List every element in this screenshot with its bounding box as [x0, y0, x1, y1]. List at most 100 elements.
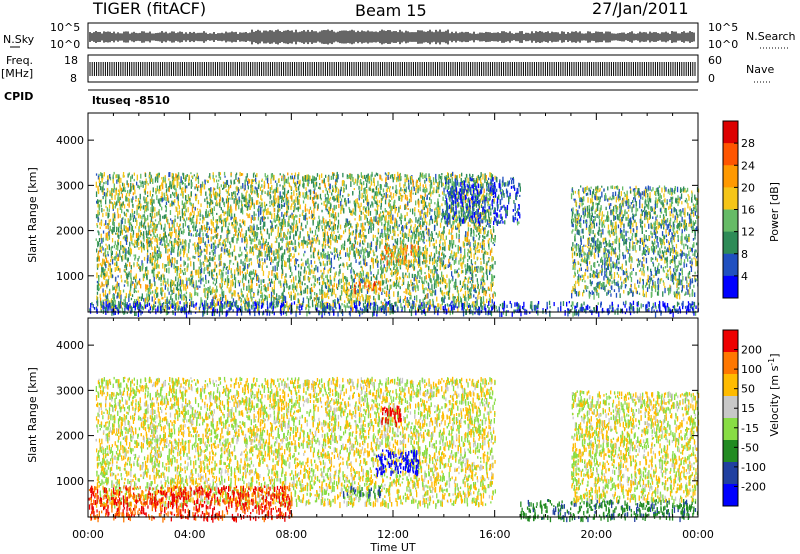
echo-cell: [267, 286, 269, 291]
echo-cell: [469, 291, 471, 295]
echo-cell: [452, 293, 454, 298]
echo-cell: [474, 266, 476, 271]
echo-cell: [180, 176, 182, 181]
echo-cell: [144, 216, 146, 223]
echo-cell: [222, 244, 224, 247]
echo-cell: [267, 207, 269, 214]
echo-cell: [222, 209, 224, 213]
echo-cell: [240, 299, 242, 303]
echo-cell: [296, 222, 298, 228]
echo-cell: [264, 258, 266, 263]
echo-cell: [281, 178, 283, 182]
echo-cell: [219, 284, 221, 288]
echo-cell: [426, 221, 428, 225]
echo-cell: [263, 228, 266, 232]
echo-cell: [116, 227, 118, 231]
echo-cell: [414, 223, 416, 228]
echo-cell: [206, 244, 208, 247]
echo-cell: [146, 258, 149, 264]
echo-cell: [308, 269, 311, 272]
echo-cell: [430, 233, 432, 237]
echo-cell: [321, 179, 323, 184]
echo-cell: [387, 172, 389, 176]
echo-cell: [422, 285, 424, 290]
echo-cell: [419, 237, 421, 242]
echo-cell: [195, 247, 197, 253]
echo-cell: [187, 277, 189, 281]
echo-cell: [274, 240, 276, 243]
echo-cell: [130, 277, 132, 283]
echo-cell: [421, 217, 424, 223]
echo-cell: [314, 229, 317, 236]
echo-cell: [399, 216, 401, 219]
echo-cell: [174, 218, 176, 223]
echo-cell: [159, 202, 161, 206]
echo-cell: [147, 296, 149, 301]
echo-cell: [461, 285, 464, 288]
echo-cell: [398, 224, 400, 227]
echo-cell: [244, 299, 246, 305]
echo-cell: [288, 247, 290, 253]
echo-cell: [264, 297, 266, 301]
echo-cell: [431, 209, 433, 212]
echo-cell: [278, 280, 280, 284]
echo-cell: [98, 173, 100, 177]
echo-cell: [215, 228, 217, 232]
echo-cell: [408, 189, 411, 192]
echo-cell: [256, 232, 259, 235]
echo-cell: [493, 238, 495, 242]
echo-cell: [344, 198, 346, 203]
echo-cell: [233, 198, 235, 204]
echo-cell: [413, 277, 415, 282]
echo-cell: [419, 172, 422, 177]
echo-cell: [132, 234, 134, 238]
echo-cell: [171, 200, 173, 207]
echo-cell: [484, 287, 486, 292]
echo-cell: [187, 248, 190, 254]
echo-cell: [357, 173, 359, 179]
freq-label: Freq.: [6, 54, 33, 67]
echo-cell: [115, 253, 117, 259]
echo-cell: [349, 250, 351, 255]
echo-cell: [118, 292, 120, 297]
echo-cell: [394, 217, 396, 224]
echo-cell: [298, 252, 300, 256]
echo-cell: [488, 288, 491, 291]
echo-cell: [267, 216, 269, 220]
echo-cell: [302, 303, 304, 307]
echo-cell: [369, 265, 372, 270]
echo-cell: [265, 287, 268, 293]
echo-cell: [447, 264, 449, 268]
echo-cell: [225, 266, 227, 271]
echo-cell: [144, 206, 147, 212]
echo-cell: [440, 219, 443, 223]
echo-cell: [366, 194, 368, 200]
echo-cell: [417, 219, 419, 224]
echo-cell: [384, 184, 386, 187]
echo-cell: [344, 240, 346, 247]
echo-cell: [193, 174, 195, 177]
echo-cell: [314, 260, 316, 264]
echo-cell: [469, 224, 471, 227]
echo-cell: [218, 298, 220, 302]
echo-cell: [365, 274, 367, 278]
echo-cell: [281, 218, 283, 225]
echo-cell: [274, 202, 277, 205]
echo-cell: [206, 264, 208, 271]
echo-cell: [422, 230, 424, 234]
echo-cell: [450, 224, 452, 229]
echo-cell: [273, 195, 275, 201]
echo-cell: [127, 190, 129, 194]
echo-cell: [475, 219, 478, 223]
echo-cell: [165, 210, 167, 213]
echo-cell: [479, 296, 481, 299]
echo-cell: [196, 174, 199, 178]
echo-cell: [226, 286, 228, 289]
echo-cell: [406, 174, 409, 180]
echo-cell: [325, 225, 327, 229]
echo-cell: [313, 247, 315, 253]
echo-cell: [457, 290, 459, 294]
echo-cell: [212, 289, 214, 293]
echo-cell: [245, 248, 247, 252]
echo-cell: [420, 266, 422, 270]
